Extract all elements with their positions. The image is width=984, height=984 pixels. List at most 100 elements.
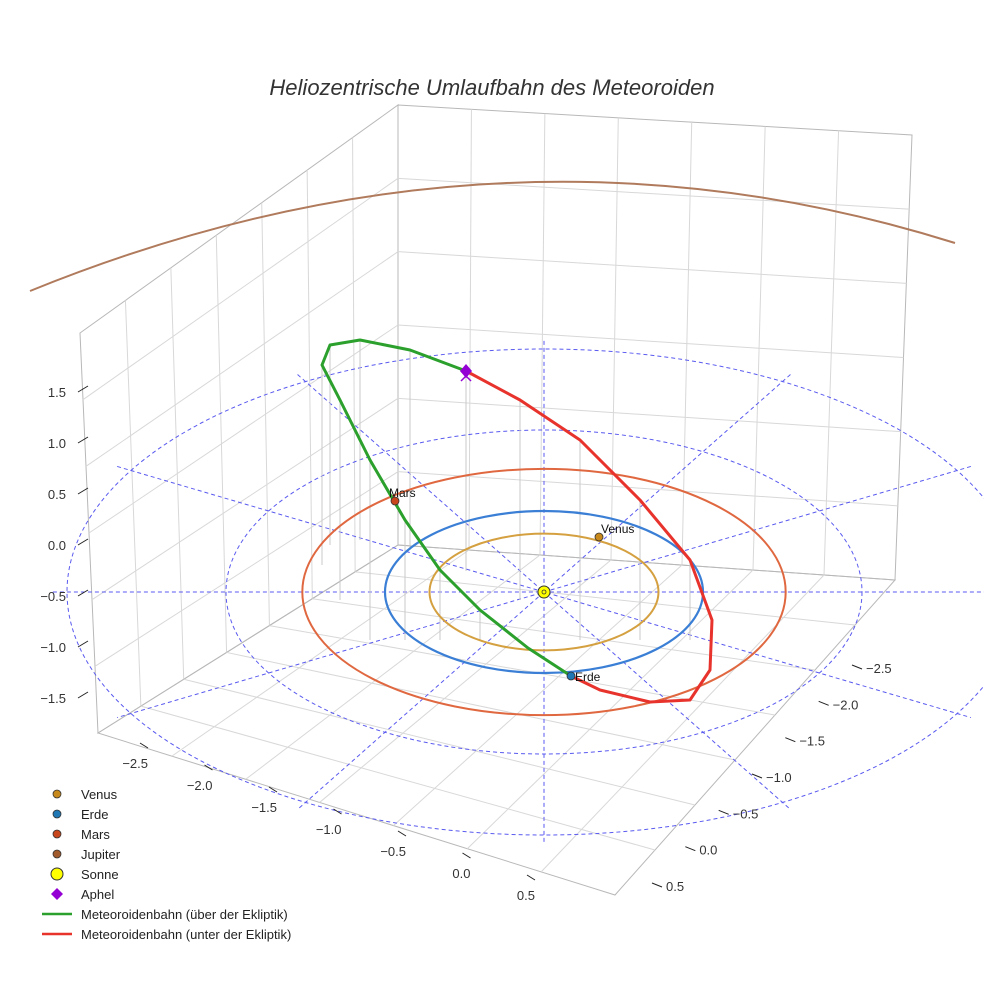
z-tick-mark [77, 436, 89, 444]
z-tick-label: 1.5 [48, 385, 66, 400]
ecliptic-spoke [297, 374, 791, 810]
legend-label: Venus [81, 787, 118, 802]
sun [537, 585, 551, 599]
y-tick-mark [818, 700, 829, 706]
legend-marker-erde [52, 809, 62, 819]
pane-gridline [397, 471, 898, 507]
legend-label: Mars [81, 827, 110, 842]
y-tick-label: −0.5 [733, 806, 759, 821]
x-tick-label: −1.5 [251, 800, 277, 815]
planet-mars [390, 496, 400, 506]
y-tick-label: 0.0 [699, 843, 717, 858]
floor-gridline [171, 549, 470, 757]
pane-gridline [88, 324, 399, 534]
x-tick-mark [333, 808, 342, 815]
axis-panes [79, 104, 913, 896]
pane-gridline [85, 251, 399, 467]
x-tick-label: −1.0 [316, 822, 342, 837]
pane-gridline [397, 397, 901, 433]
z-tick-mark [77, 385, 89, 393]
x-tick-mark [397, 830, 407, 837]
legend-label: Aphel [81, 887, 114, 902]
pane-gridline [397, 177, 910, 210]
aphel-marker [460, 364, 472, 378]
y-tick-mark [851, 664, 863, 670]
y-tick-mark [651, 882, 663, 888]
y-tick-mark [718, 809, 729, 815]
sun-core [541, 589, 547, 595]
z-tick-label: −1.5 [40, 691, 66, 706]
planet-label-erde: Erde [575, 670, 601, 684]
floor-gridlines [140, 549, 856, 873]
x-tick-mark [462, 852, 471, 859]
pane-gridline [82, 177, 399, 401]
pane-gridline [91, 397, 399, 601]
floor-gridline [245, 554, 541, 780]
planet-orbits [29, 180, 956, 717]
pane-gridlines [82, 109, 910, 707]
floor-gridline [269, 625, 776, 716]
floor-gridline [312, 598, 816, 671]
y-tick-label: −2.0 [833, 697, 859, 712]
planet-erde [566, 671, 576, 681]
z-tick-mark [77, 640, 89, 648]
z-tick-label: −0.5 [40, 589, 66, 604]
legend-marker-sonne [50, 867, 64, 881]
x-tick-mark [268, 786, 278, 793]
z-tick-mark [77, 691, 89, 699]
x-tick-label: 0.5 [517, 888, 535, 903]
floor-gridline [466, 569, 754, 850]
z-tick-label: 0.5 [48, 487, 66, 502]
z-tick-mark [77, 487, 89, 495]
x-tick-label: −0.5 [380, 844, 406, 859]
legend-label: Sonne [81, 867, 119, 882]
drop-lines [321, 340, 713, 640]
orbit-mars [301, 467, 787, 717]
orbit-jupiter [29, 180, 956, 292]
ecliptic-grid [51, 340, 984, 844]
x-tick-label: −2.5 [122, 756, 148, 771]
chart-title: Heliozentrische Umlaufbahn des Meteoroid… [269, 75, 714, 100]
floor-gridline [140, 705, 656, 851]
floor-gridline [393, 564, 683, 826]
planet-label-venus: Venus [601, 522, 634, 536]
ecliptic-spoke [297, 374, 791, 810]
orbit-venus [428, 532, 660, 652]
x-tick-label: 0.0 [452, 866, 470, 881]
legend: Venus Erde Mars Jupiter Sonne Aphel Meteoroide… [42, 787, 291, 942]
legend-marker-venus [52, 789, 62, 799]
x-tick-mark [139, 742, 149, 749]
legend-marker-mars [52, 829, 62, 839]
z-tick-mark [77, 589, 89, 597]
legend-label: Meteoroidenbahn (über der Ekliptik) [81, 907, 288, 922]
legend-label: Meteoroidenbahn (unter der Ekliptik) [81, 927, 291, 942]
z-tick-mark [77, 538, 89, 546]
pane-gridline [397, 251, 907, 284]
y-tick-label: −1.5 [799, 734, 825, 749]
y-tick-mark [685, 846, 696, 852]
x-tick-label: −2.0 [187, 778, 213, 793]
y-tick-mark [751, 773, 763, 779]
planet-label-mars: Mars [389, 486, 416, 500]
right-pane [397, 104, 913, 581]
y-tick-mark [785, 737, 796, 743]
y-tick-label: 0.5 [666, 879, 684, 894]
floor-gridline [226, 651, 736, 761]
planet-venus [594, 532, 604, 542]
meteoroid-above-ecliptic [320, 338, 572, 678]
legend-label: Jupiter [81, 847, 121, 862]
floor-gridline [355, 571, 856, 626]
meteoroid-orbit [320, 338, 714, 704]
z-tick-label: 0.0 [48, 538, 66, 553]
x-tick-mark [526, 874, 536, 881]
x-tick-mark [204, 764, 213, 771]
z-tick-label: −1.0 [40, 640, 66, 655]
floor-gridline [319, 559, 612, 803]
legend-marker-aphel [51, 888, 63, 900]
legend-label: Erde [81, 807, 108, 822]
y-tick-label: −1.0 [766, 770, 792, 785]
pane-gridline [94, 471, 399, 667]
legend-marker-jupiter [52, 849, 62, 859]
z-tick-label: 1.0 [48, 436, 66, 451]
